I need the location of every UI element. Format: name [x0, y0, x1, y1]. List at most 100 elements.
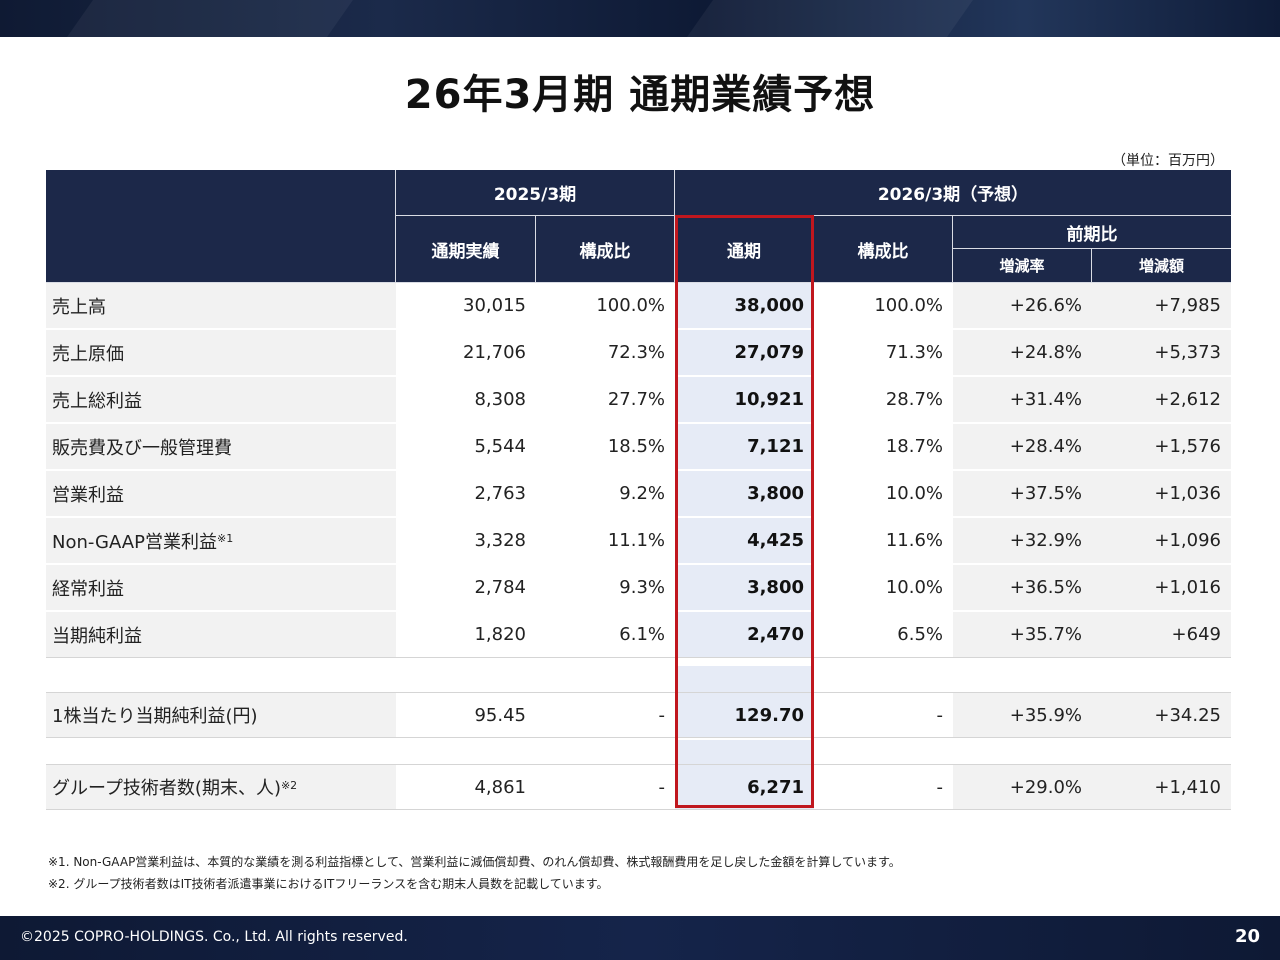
- cell-change-amount: +649: [1092, 612, 1231, 658]
- table-row: 経常利益 2,784 9.3% 3,800 10.0% +36.5% +1,01…: [46, 565, 1231, 612]
- cell-ratio2: 6.5%: [814, 612, 953, 658]
- row-label-text: グループ技術者数(期末、人): [52, 778, 281, 799]
- row-label: 経常利益: [46, 565, 396, 611]
- cell-ratio: 100.0%: [536, 283, 675, 329]
- cell-actual: 1,820: [396, 612, 536, 658]
- row-label-text: Non-GAAP営業利益: [52, 531, 217, 553]
- cell-actual: 30,015: [396, 283, 536, 329]
- cell-ratio: 18.5%: [536, 424, 675, 470]
- cell-forecast: 3,800: [675, 565, 814, 611]
- cell-ratio2: -: [814, 764, 953, 810]
- cell-change-amount: +2,612: [1092, 377, 1231, 423]
- cell-change-amount: +1,410: [1092, 764, 1231, 810]
- banner-stripe: [687, 0, 973, 37]
- footnote-2: ※2. グループ技術者数はIT技術者派遣事業におけるITフリーランスを含む期末人…: [48, 877, 609, 891]
- cell-actual: 2,784: [396, 565, 536, 611]
- cell-actual: 5,544: [396, 424, 536, 470]
- table-row: 売上高 30,015 100.0% 38,000 100.0% +26.6% +…: [46, 283, 1231, 330]
- row-label: 当期純利益: [46, 612, 396, 658]
- cell-forecast: 3,800: [675, 471, 814, 517]
- cell-change-rate: +24.8%: [953, 330, 1092, 376]
- top-banner: [0, 0, 1280, 37]
- table-row: Non-GAAP営業利益 ※1 3,328 11.1% 4,425 11.6% +…: [46, 518, 1231, 565]
- cell-change-rate: +35.9%: [953, 692, 1092, 738]
- cell-ratio2: 18.7%: [814, 424, 953, 470]
- banner-stripe: [67, 0, 353, 37]
- cell-change-rate: +31.4%: [953, 377, 1092, 423]
- cell-change-amount: +34.25: [1092, 692, 1231, 738]
- cell-ratio: 9.2%: [536, 471, 675, 517]
- cell-ratio: 9.3%: [536, 565, 675, 611]
- cell-ratio: 27.7%: [536, 377, 675, 423]
- cell-forecast: 4,425: [675, 518, 814, 564]
- cell-change-rate: +35.7%: [953, 612, 1092, 658]
- row-label: 売上高: [46, 283, 396, 329]
- cell-ratio2: 28.7%: [814, 377, 953, 423]
- cell-actual: 95.45: [396, 692, 536, 738]
- table-row: 売上総利益 8,308 27.7% 10,921 28.7% +31.4% +2…: [46, 377, 1231, 424]
- cell-forecast: 27,079: [675, 330, 814, 376]
- cell-change-amount: +7,985: [1092, 283, 1231, 329]
- cell-forecast: 10,921: [675, 377, 814, 423]
- header-actual: 通期実績: [396, 216, 536, 283]
- cell-actual: 2,763: [396, 471, 536, 517]
- cell-ratio: -: [536, 764, 675, 810]
- cell-change-rate: +28.4%: [953, 424, 1092, 470]
- cell-ratio2: 71.3%: [814, 330, 953, 376]
- footnote-1: ※1. Non-GAAP営業利益は、本質的な業績を測る利益指標として、営業利益に…: [48, 855, 901, 869]
- cell-change-amount: +1,036: [1092, 471, 1231, 517]
- table-row: 当期純利益 1,820 6.1% 2,470 6.5% +35.7% +649: [46, 612, 1231, 659]
- cell-ratio: -: [536, 692, 675, 738]
- cell-change-rate: +29.0%: [953, 764, 1092, 810]
- cell-change-rate: +37.5%: [953, 471, 1092, 517]
- row-label: 販売費及び一般管理費: [46, 424, 396, 470]
- header-full-year: 通期: [675, 216, 814, 283]
- cell-actual: 4,861: [396, 764, 536, 810]
- cell-change-rate: +36.5%: [953, 565, 1092, 611]
- table-row: 売上原価 21,706 72.3% 27,079 71.3% +24.8% +5…: [46, 330, 1231, 377]
- cell-change-amount: +5,373: [1092, 330, 1231, 376]
- table-row-engineers: グループ技術者数(期末、人) ※2 4,861 - 6,271 - +29.0% …: [46, 764, 1231, 811]
- copyright: ©2025 COPRO-HOLDINGS. Co., Ltd. All righ…: [20, 929, 408, 945]
- forecast-highlight-box: [675, 215, 814, 808]
- header-ratio: 構成比: [536, 216, 675, 283]
- table-spacer: [46, 740, 1231, 766]
- table-row: 販売費及び一般管理費 5,544 18.5% 7,121 18.7% +28.4…: [46, 424, 1231, 471]
- header-yoy: 前期比: [953, 216, 1231, 249]
- footer-bar: ©2025 COPRO-HOLDINGS. Co., Ltd. All righ…: [0, 916, 1280, 960]
- footnote-marker: ※2: [280, 778, 298, 792]
- footnotes: ※1. Non-GAAP営業利益は、本質的な業績を測る利益指標として、営業利益に…: [48, 851, 901, 895]
- row-label: Non-GAAP営業利益 ※1: [46, 518, 396, 564]
- page-number: 20: [1234, 926, 1260, 947]
- row-label: グループ技術者数(期末、人) ※2: [46, 764, 396, 810]
- cell-ratio2: 11.6%: [814, 518, 953, 564]
- cell-forecast: 38,000: [675, 283, 814, 329]
- cell-actual: 21,706: [396, 330, 536, 376]
- cell-actual: 8,308: [396, 377, 536, 423]
- row-label: 営業利益: [46, 471, 396, 517]
- unit-label: （単位：百万円）: [1112, 153, 1224, 169]
- row-label: 売上原価: [46, 330, 396, 376]
- row-label: 1株当たり当期純利益(円): [46, 692, 396, 738]
- cell-forecast: 7,121: [675, 424, 814, 470]
- cell-actual: 3,328: [396, 518, 536, 564]
- header-change-amount: 増減額: [1092, 249, 1231, 283]
- footnote-marker: ※1: [216, 532, 234, 545]
- cell-change-amount: +1,016: [1092, 565, 1231, 611]
- row-label: 売上総利益: [46, 377, 396, 423]
- cell-forecast: 2,470: [675, 612, 814, 658]
- header-fy2026: 2026/3期（予想）: [675, 170, 1231, 216]
- cell-change-amount: +1,576: [1092, 424, 1231, 470]
- header-blank: [46, 170, 396, 283]
- cell-ratio2: 10.0%: [814, 565, 953, 611]
- cell-ratio: 72.3%: [536, 330, 675, 376]
- cell-forecast: 129.70: [675, 692, 814, 738]
- page-title: 26年3月期 通期業績予想: [404, 72, 876, 118]
- cell-ratio: 11.1%: [536, 518, 675, 564]
- cell-ratio2: 10.0%: [814, 471, 953, 517]
- cell-change-rate: +32.9%: [953, 518, 1092, 564]
- table-row: 営業利益 2,763 9.2% 3,800 10.0% +37.5% +1,03…: [46, 471, 1231, 518]
- cell-change-amount: +1,096: [1092, 518, 1231, 564]
- header-change-rate: 増減率: [953, 249, 1092, 283]
- cell-ratio2: -: [814, 692, 953, 738]
